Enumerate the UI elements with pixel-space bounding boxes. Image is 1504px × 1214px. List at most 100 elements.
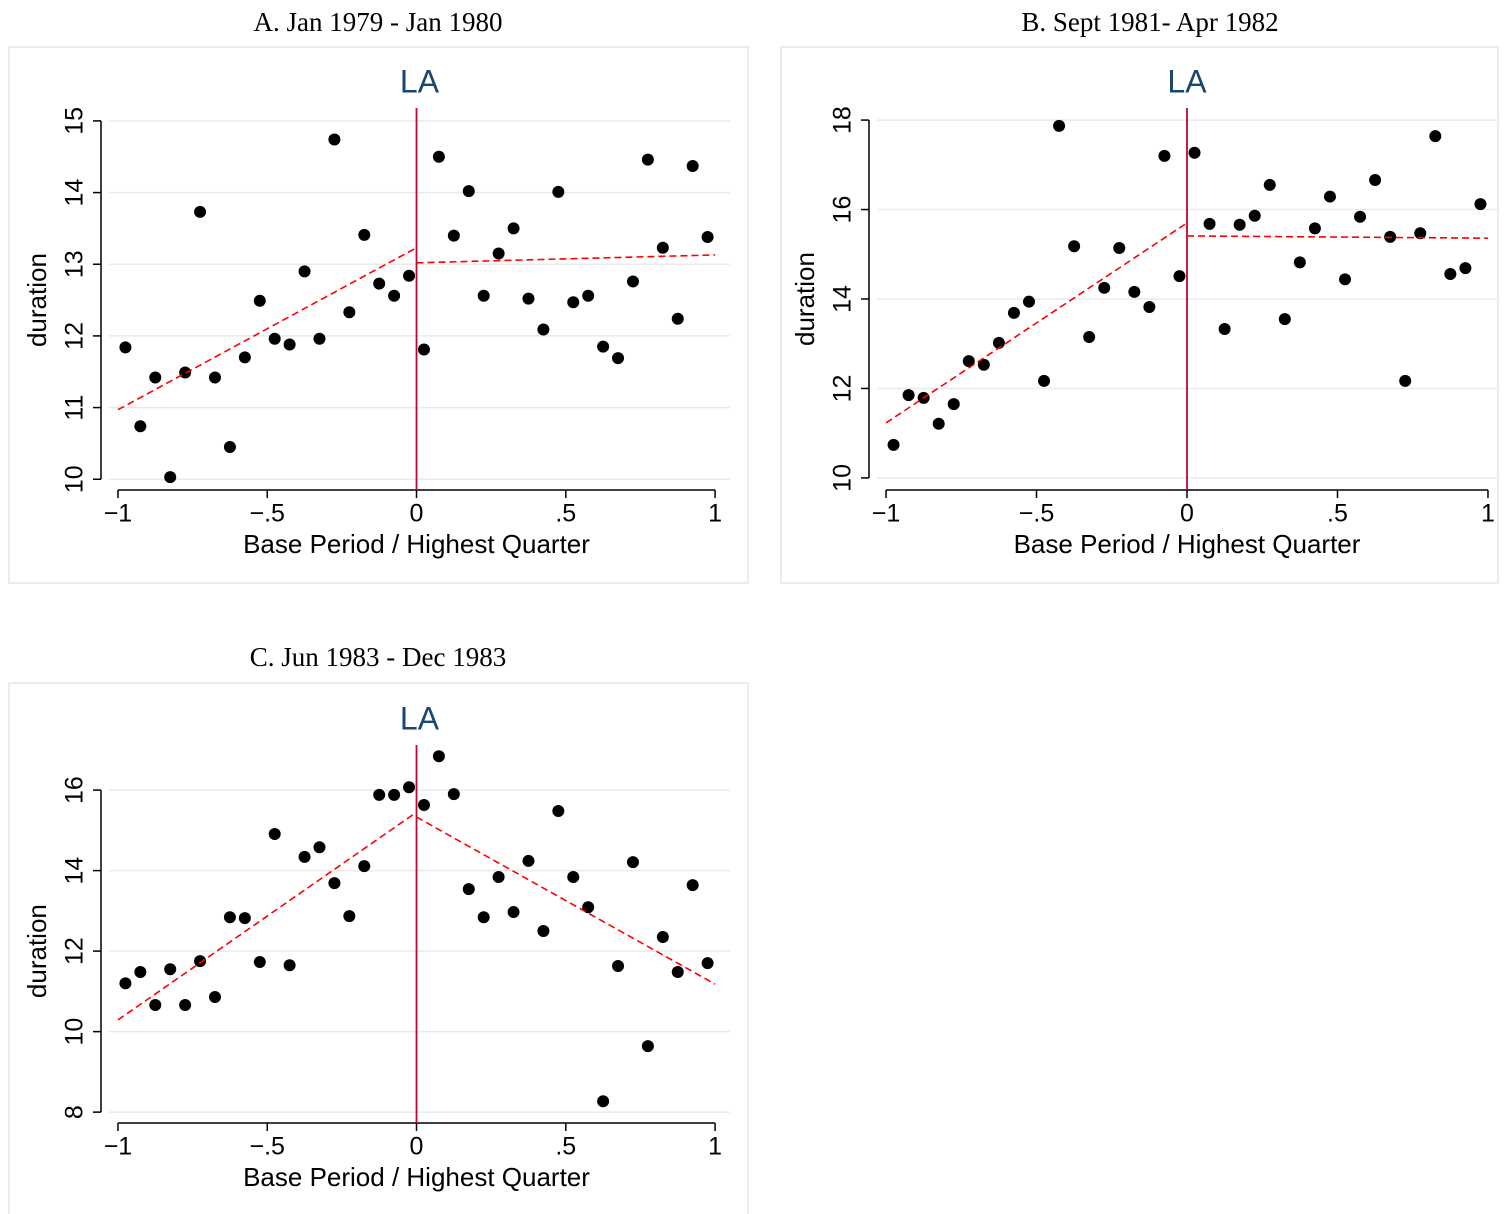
scatter-point — [671, 312, 684, 325]
scatter-point — [1339, 273, 1352, 286]
scatter-point — [552, 805, 565, 818]
panel-frame — [780, 46, 1499, 584]
scatter-point — [522, 292, 535, 305]
scatter-point — [977, 358, 990, 371]
x-tick-label: 0 — [410, 1133, 424, 1161]
scatter-point — [179, 999, 192, 1012]
scatter-point — [268, 827, 281, 840]
scatter-point — [1143, 301, 1156, 314]
scatter-point — [507, 222, 520, 235]
fit-line — [117, 811, 417, 1021]
plot-subtitle: LA — [400, 63, 440, 99]
scatter-point — [149, 999, 162, 1012]
scatter-point — [1369, 174, 1382, 187]
scatter-point — [298, 265, 311, 278]
y-tick-label: 8 — [61, 1105, 89, 1119]
x-tick-label: 1 — [708, 1133, 722, 1161]
scatter-point — [149, 371, 162, 384]
scatter-point — [208, 371, 221, 384]
scatter-point — [253, 294, 266, 307]
scatter-point — [1038, 374, 1051, 387]
scatter-point — [1083, 331, 1096, 344]
scatter-point — [1323, 190, 1336, 203]
scatter-point — [343, 306, 356, 319]
y-tick-label: 15 — [61, 107, 89, 135]
scatter-point — [358, 860, 371, 873]
scatter-point — [134, 420, 147, 433]
scatter-point — [1113, 242, 1126, 255]
scatter-point — [477, 911, 490, 924]
y-tick-label: 18 — [829, 106, 857, 134]
scatter-point — [656, 241, 669, 254]
y-tick-label: 12 — [829, 375, 857, 403]
scatter-point — [1007, 306, 1020, 319]
scatter-point — [223, 911, 236, 924]
scatter-point — [932, 417, 945, 430]
x-tick-label: −.5 — [250, 1133, 285, 1161]
scatter-point — [1399, 374, 1412, 387]
scatter-point — [358, 228, 371, 241]
scatter-point — [447, 229, 460, 242]
scatter-point — [582, 289, 595, 302]
scatter-point — [1354, 210, 1367, 223]
scatter-point — [268, 332, 281, 345]
scatter-point — [656, 931, 669, 944]
scatter-point — [701, 231, 714, 244]
scatter-point — [253, 955, 266, 968]
scatter-point — [388, 788, 401, 801]
scatter-point — [1414, 227, 1427, 240]
scatter-point — [686, 160, 699, 173]
scatter-point — [298, 850, 311, 863]
scatter-point — [626, 275, 639, 288]
y-tick-label: 12 — [61, 322, 89, 350]
scatter-point — [1218, 322, 1231, 335]
scatter-point — [194, 205, 207, 218]
scatter-point — [537, 323, 550, 336]
y-tick-label: 11 — [61, 395, 89, 421]
y-tick-label: 13 — [61, 250, 89, 278]
plot-subtitle: LA — [400, 700, 440, 736]
y-axis-title: duration — [790, 252, 820, 346]
y-tick-label: 14 — [61, 857, 89, 885]
y-tick-label: 12 — [61, 937, 89, 965]
scatter-point — [612, 352, 625, 365]
x-tick-label: .5 — [555, 1133, 576, 1161]
scatter-point — [507, 906, 520, 919]
scatter-point — [1158, 149, 1171, 162]
y-tick-label: 10 — [61, 1018, 89, 1046]
fit-line — [1186, 235, 1488, 239]
scatter-point — [119, 341, 132, 354]
scatter-point — [902, 389, 915, 402]
panel-frame — [8, 46, 749, 584]
scatter-point — [283, 338, 296, 351]
scatter-point — [522, 854, 535, 867]
scatter-point — [1263, 178, 1276, 191]
scatter-point — [223, 440, 236, 453]
scatter-point — [537, 924, 550, 937]
scatter-point — [1474, 198, 1487, 211]
x-tick-label: −1 — [104, 500, 133, 528]
scatter-point — [1293, 256, 1306, 269]
scatter-point — [552, 185, 565, 198]
scatter-point — [462, 185, 475, 198]
x-tick-label: 0 — [410, 500, 424, 528]
scatter-point — [1188, 146, 1201, 159]
fit-line — [416, 816, 716, 985]
scatter-point — [328, 877, 341, 890]
scatter-point — [701, 957, 714, 970]
scatter-point — [1248, 209, 1261, 222]
scatter-point — [208, 991, 221, 1003]
x-tick-label: .5 — [555, 500, 576, 528]
scatter-point — [238, 351, 251, 364]
scatter-point — [432, 750, 445, 763]
scatter-point — [403, 781, 416, 794]
panel-frame — [8, 682, 749, 1214]
scatter-point — [1308, 222, 1321, 235]
x-tick-label: −.5 — [250, 500, 285, 528]
plot-subtitle: LA — [1167, 63, 1207, 99]
scatter-point — [947, 398, 960, 411]
scatter-point — [417, 798, 430, 811]
scatter-point — [492, 247, 505, 260]
y-tick-label: 14 — [61, 179, 89, 207]
scatter-point — [597, 340, 610, 353]
